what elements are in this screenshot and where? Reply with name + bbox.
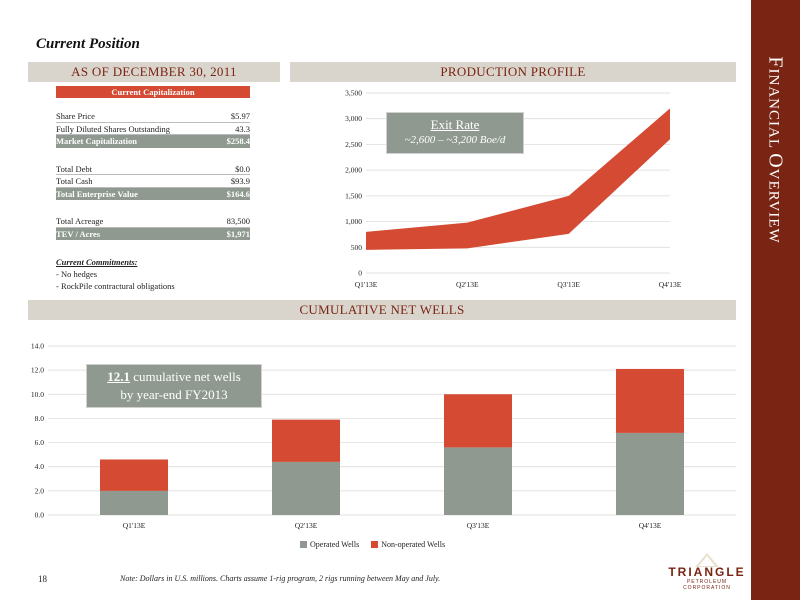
- y-tick-label: 6.0: [35, 438, 45, 447]
- footnote: Note: Dollars in U.S. millions. Charts a…: [120, 574, 441, 583]
- as-of-header: AS OF DECEMBER 30, 2011: [28, 62, 280, 82]
- row-label: Fully Diluted Shares Outstanding: [56, 123, 171, 134]
- row-label: Total Cash: [56, 176, 93, 186]
- table-row: Share Price $5.97: [56, 110, 250, 123]
- bar-operated: [272, 461, 340, 515]
- row-value: $164.6: [226, 188, 250, 199]
- exit-rate-value: ~2,600 – ~3,200 Boe/d: [404, 134, 506, 146]
- row-label: Share Price: [56, 111, 95, 121]
- row-label: Market Capitalization: [56, 136, 137, 146]
- tev-acres-row: TEV / Acres $1,971: [56, 227, 250, 240]
- x-tick-label: Q2'13E: [295, 521, 318, 530]
- y-tick-label: 1,500: [345, 191, 362, 200]
- y-tick-label: 3,500: [345, 89, 362, 98]
- x-tick-label: Q4'13E: [639, 521, 662, 530]
- wells-callout-text: cumulative net wells: [129, 369, 241, 384]
- list-item: - No hedges: [56, 269, 98, 279]
- list-item: - RockPile contractural obligations: [56, 281, 175, 291]
- legend-item-operated: Operated Wells: [300, 540, 359, 549]
- wells-callout-text: by year-end FY2013: [120, 387, 228, 402]
- bar-non-operated: [100, 459, 168, 491]
- legend-label: Non-operated Wells: [381, 540, 446, 549]
- row-label: Total Acreage: [56, 216, 104, 226]
- page-number: 18: [38, 574, 47, 584]
- table-row: Total Cash $93.9: [56, 175, 250, 188]
- legend-item-non-operated: Non-operated Wells: [371, 540, 445, 549]
- row-value: 43.3: [235, 123, 250, 134]
- x-tick-label: Q4'13E: [659, 280, 682, 289]
- y-tick-label: 2.0: [35, 486, 45, 495]
- table-row: Total Debt $0.0: [56, 163, 250, 175]
- y-tick-label: 2,500: [345, 140, 362, 149]
- legend-swatch: [371, 541, 379, 548]
- commitments: Current Commitments: - No hedges - RockP…: [56, 256, 175, 292]
- y-tick-label: 10.0: [31, 390, 44, 399]
- commitments-title: Current Commitments:: [56, 257, 138, 267]
- y-tick-label: 0: [358, 269, 362, 278]
- wells-callout: 12.1 cumulative net wells by year-end FY…: [86, 364, 262, 408]
- x-tick-label: Q3'13E: [467, 521, 490, 530]
- row-label: Total Enterprise Value: [56, 188, 138, 199]
- x-tick-label: Q3'13E: [557, 280, 580, 289]
- triangle-logo-icon: [695, 553, 719, 567]
- bar-non-operated: [272, 419, 340, 462]
- table-row: Fully Diluted Shares Outstanding 43.3: [56, 123, 250, 135]
- bar-operated: [444, 447, 512, 515]
- capitalization-title: Current Capitalization: [56, 86, 250, 98]
- x-tick-label: Q1'13E: [123, 521, 146, 530]
- bar-non-operated: [616, 368, 684, 433]
- bar-operated: [616, 432, 684, 515]
- y-tick-label: 3,000: [345, 114, 362, 123]
- table-row: Total Acreage 83,500: [56, 215, 250, 228]
- y-tick-label: 0.0: [35, 511, 45, 520]
- y-tick-label: 12.0: [31, 366, 44, 375]
- wells-number: 12.1: [107, 369, 130, 384]
- side-bar: [751, 0, 800, 600]
- market-cap-row: Market Capitalization $258.4: [56, 135, 250, 148]
- production-range-area: [366, 108, 670, 250]
- row-value: $258.4: [226, 136, 250, 146]
- row-value: $1,971: [226, 228, 250, 239]
- row-value: $93.9: [230, 176, 250, 186]
- y-tick-label: 8.0: [35, 414, 45, 423]
- row-label: Total Debt: [56, 163, 92, 174]
- logo-word: TRIANGLE: [668, 565, 746, 579]
- y-tick-label: 1,000: [345, 217, 362, 226]
- row-label: TEV / Acres: [56, 228, 101, 239]
- chart-legend: Operated Wells Non-operated Wells: [300, 540, 445, 549]
- wells-header: CUMULATIVE NET WELLS: [28, 300, 736, 320]
- exit-rate-title: Exit Rate: [430, 117, 480, 132]
- capitalization-table: Current Capitalization Share Price $5.97 …: [56, 86, 250, 240]
- y-tick-label: 14.0: [31, 342, 44, 351]
- y-tick-label: 2,000: [345, 166, 362, 175]
- bar-operated: [100, 490, 168, 515]
- row-value: 83,500: [226, 216, 250, 226]
- exit-rate-callout: Exit Rate ~2,600 – ~3,200 Boe/d: [386, 112, 524, 154]
- enterprise-value-row: Total Enterprise Value $164.6: [56, 187, 250, 200]
- logo-subtitle: PETROLEUM CORPORATION: [683, 579, 731, 591]
- legend-swatch: [300, 541, 307, 548]
- production-header: PRODUCTION PROFILE: [290, 62, 736, 82]
- page-title: Current Position: [36, 36, 140, 52]
- legend-label: Operated Wells: [310, 540, 360, 549]
- y-tick-label: 4.0: [35, 462, 45, 471]
- row-value: $5.97: [230, 111, 250, 121]
- company-logo: TRIANGLE PETROLEUM CORPORATION: [664, 565, 750, 591]
- bar-non-operated: [444, 394, 512, 448]
- y-tick-label: 500: [351, 243, 363, 252]
- row-value: $0.0: [235, 163, 250, 174]
- x-tick-label: Q2'13E: [456, 280, 479, 289]
- x-tick-label: Q1'13E: [355, 280, 378, 289]
